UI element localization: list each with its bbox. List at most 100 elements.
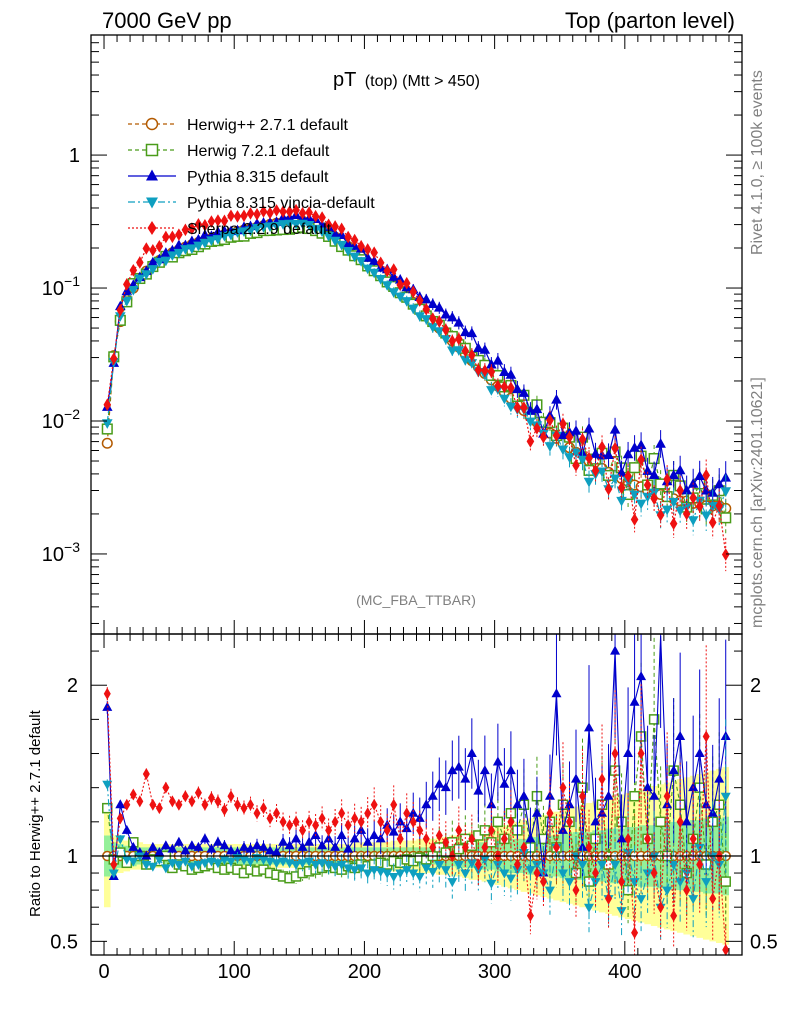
ratio-point [492, 861, 503, 871]
data-point [362, 264, 373, 275]
ratio-point [655, 816, 666, 828]
data-point [533, 421, 541, 435]
data-point [160, 256, 172, 267]
ratio-point [271, 859, 282, 869]
ratio-point [292, 815, 300, 828]
data-point [264, 222, 276, 232]
ratio-series-5 [103, 645, 730, 956]
data-point [136, 256, 144, 269]
ratio-point [194, 786, 202, 799]
data-point [324, 218, 333, 232]
data-point [381, 281, 393, 291]
x-tick-label: 200 [348, 961, 381, 983]
ratio-point [279, 815, 287, 828]
ratio-point [644, 832, 652, 845]
y-tick-label: 1 [69, 145, 80, 167]
legend-label: Sherpa 2.2.9 default [187, 221, 332, 238]
ratio-point [115, 799, 126, 809]
ratio-point [427, 867, 438, 877]
data-point [155, 239, 164, 253]
ratio-point [565, 815, 573, 828]
ratio-point [466, 748, 477, 758]
data-point [440, 308, 452, 319]
ratio-point [173, 861, 184, 871]
ratio-point [121, 824, 132, 834]
ratio-point [323, 833, 334, 843]
data-point [635, 499, 647, 510]
ratio-point [447, 878, 458, 888]
ratio-point [696, 858, 704, 871]
data-point [101, 419, 113, 429]
data-point [103, 398, 112, 411]
ratio-y-tick-label: 2 [67, 675, 78, 697]
legend-marker [145, 143, 159, 157]
data-point [303, 221, 315, 231]
ratio-point [181, 790, 189, 803]
data-point [513, 401, 522, 414]
data-point [277, 220, 289, 230]
data-point [466, 327, 478, 338]
ratio-point [461, 841, 469, 854]
ratio-point [395, 869, 406, 879]
data-point [180, 245, 191, 255]
ratio-point [173, 836, 184, 846]
data-point [598, 440, 606, 454]
ratio-point [383, 824, 391, 837]
x-tick-label: 400 [608, 961, 641, 983]
ratio-point [207, 791, 215, 804]
data-point [383, 264, 392, 278]
ratio-point [597, 807, 608, 817]
data-point [713, 478, 725, 489]
data-point [420, 293, 432, 304]
data-point [337, 222, 346, 236]
ratio-point [115, 835, 126, 845]
ratio-point [199, 833, 210, 843]
plot-title: pT (top) (Mtt > 450) [333, 69, 480, 91]
data-point [661, 505, 673, 516]
data-point [655, 438, 666, 448]
data-point [695, 500, 704, 513]
ratio-point [486, 879, 497, 889]
ratio-point [175, 798, 183, 811]
data-point [520, 401, 528, 414]
data-point [453, 317, 465, 327]
data-point [188, 222, 196, 235]
ratio-point [662, 799, 673, 809]
ratio-point [155, 802, 163, 815]
ratio-point [616, 833, 627, 843]
ratio-point [518, 790, 529, 800]
data-point [486, 386, 497, 396]
ratio-point [442, 836, 450, 849]
data-point [507, 381, 515, 395]
data-point [663, 472, 671, 486]
ratio-point [422, 832, 430, 845]
data-point [682, 507, 691, 521]
ratio-point [694, 748, 705, 758]
ratio-point [642, 782, 653, 792]
ratio-point [377, 815, 385, 828]
ratio-point [500, 832, 508, 845]
data-point [194, 218, 203, 231]
data-point [668, 497, 679, 508]
data-point [123, 278, 131, 291]
data-point [479, 344, 491, 354]
legend-label: Pythia 8.315 vincia-default [187, 195, 375, 212]
legend-label: Herwig++ 2.7.1 default [187, 117, 349, 134]
data-point [565, 430, 574, 444]
data-point [629, 462, 641, 474]
data-point [212, 235, 224, 245]
data-point [376, 256, 385, 270]
ratio-point [388, 826, 399, 836]
data-point [559, 417, 567, 431]
ratio-point [520, 841, 528, 854]
data-point [435, 315, 444, 328]
legend-entry-2: Herwig 7.2.1 default [128, 143, 330, 160]
data-point [544, 442, 556, 452]
data-point [344, 230, 352, 244]
data-point [220, 214, 229, 228]
data-point [318, 211, 326, 224]
data-point [577, 455, 588, 466]
ratio-point [240, 802, 248, 815]
legend-label: Herwig 7.2.1 default [187, 143, 330, 160]
data-point [233, 210, 242, 223]
